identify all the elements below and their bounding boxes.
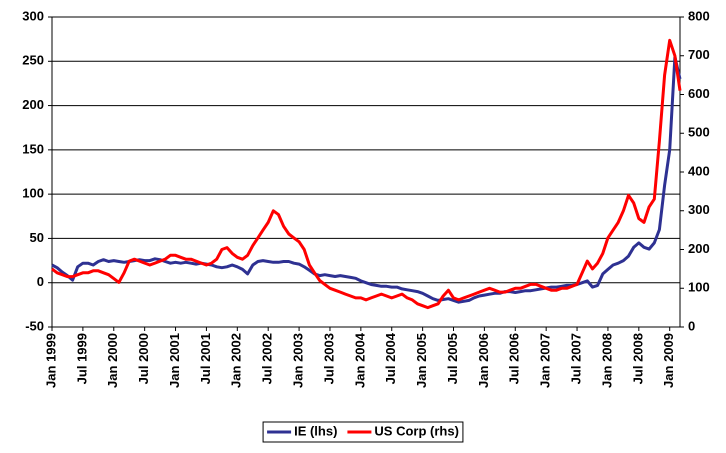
y-tick-label: 300 (22, 8, 44, 23)
x-tick-label: Jan 2001 (167, 333, 182, 388)
x-tick-label: Jan 2000 (105, 333, 120, 388)
legend: IE (lhs) US Corp (rhs) (262, 421, 464, 443)
x-tick-label: Jan 2007 (538, 333, 553, 388)
x-tick-label: Jan 2003 (291, 333, 306, 388)
x-tick-label: Jan 2004 (352, 332, 367, 388)
y2-tick-label: 300 (688, 202, 710, 217)
y-tick-label: 100 (22, 186, 44, 201)
x-tick-label: Jan 2006 (476, 333, 491, 388)
y2-tick-label: 400 (688, 163, 710, 178)
x-tick-label: Jul 2001 (198, 333, 213, 384)
x-tick-label: Jul 2006 (507, 333, 522, 384)
y2-tick-label: 100 (688, 280, 710, 295)
x-tick-label: Jul 1999 (74, 333, 89, 384)
x-tick-label: Jul 2008 (630, 333, 645, 384)
legend-label: US Corp (rhs) (374, 423, 459, 438)
x-tick-label: Jul 2005 (445, 333, 460, 384)
y2-tick-label: 700 (688, 47, 710, 62)
y-tick-label: 0 (37, 274, 44, 289)
x-tick-label: Jan 1999 (43, 333, 58, 388)
y2-tick-label: 600 (688, 86, 710, 101)
legend-label: IE (lhs) (294, 423, 337, 438)
x-tick-label: Jan 2009 (661, 333, 676, 388)
y2-tick-label: 200 (688, 241, 710, 256)
y-tick-label: 150 (22, 141, 44, 156)
y-tick-label: -50 (25, 318, 44, 333)
y-tick-label: 200 (22, 97, 44, 112)
y2-tick-label: 500 (688, 125, 710, 140)
x-tick-label: Jul 2002 (260, 333, 275, 384)
y2-tick-label: 800 (688, 8, 710, 23)
x-tick-label: Jan 2002 (229, 333, 244, 388)
x-tick-label: Jan 2005 (414, 333, 429, 388)
x-tick-label: Jul 2007 (568, 333, 583, 384)
y-tick-label: 250 (22, 53, 44, 68)
x-tick-label: Jul 2000 (136, 333, 151, 384)
y-tick-label: 50 (30, 230, 44, 245)
x-tick-label: Jul 2003 (321, 333, 336, 384)
x-tick-label: Jan 2008 (599, 333, 614, 388)
series-line (51, 38, 682, 310)
y2-tick-label: 0 (688, 318, 695, 333)
x-tick-label: Jul 2004 (383, 332, 398, 384)
